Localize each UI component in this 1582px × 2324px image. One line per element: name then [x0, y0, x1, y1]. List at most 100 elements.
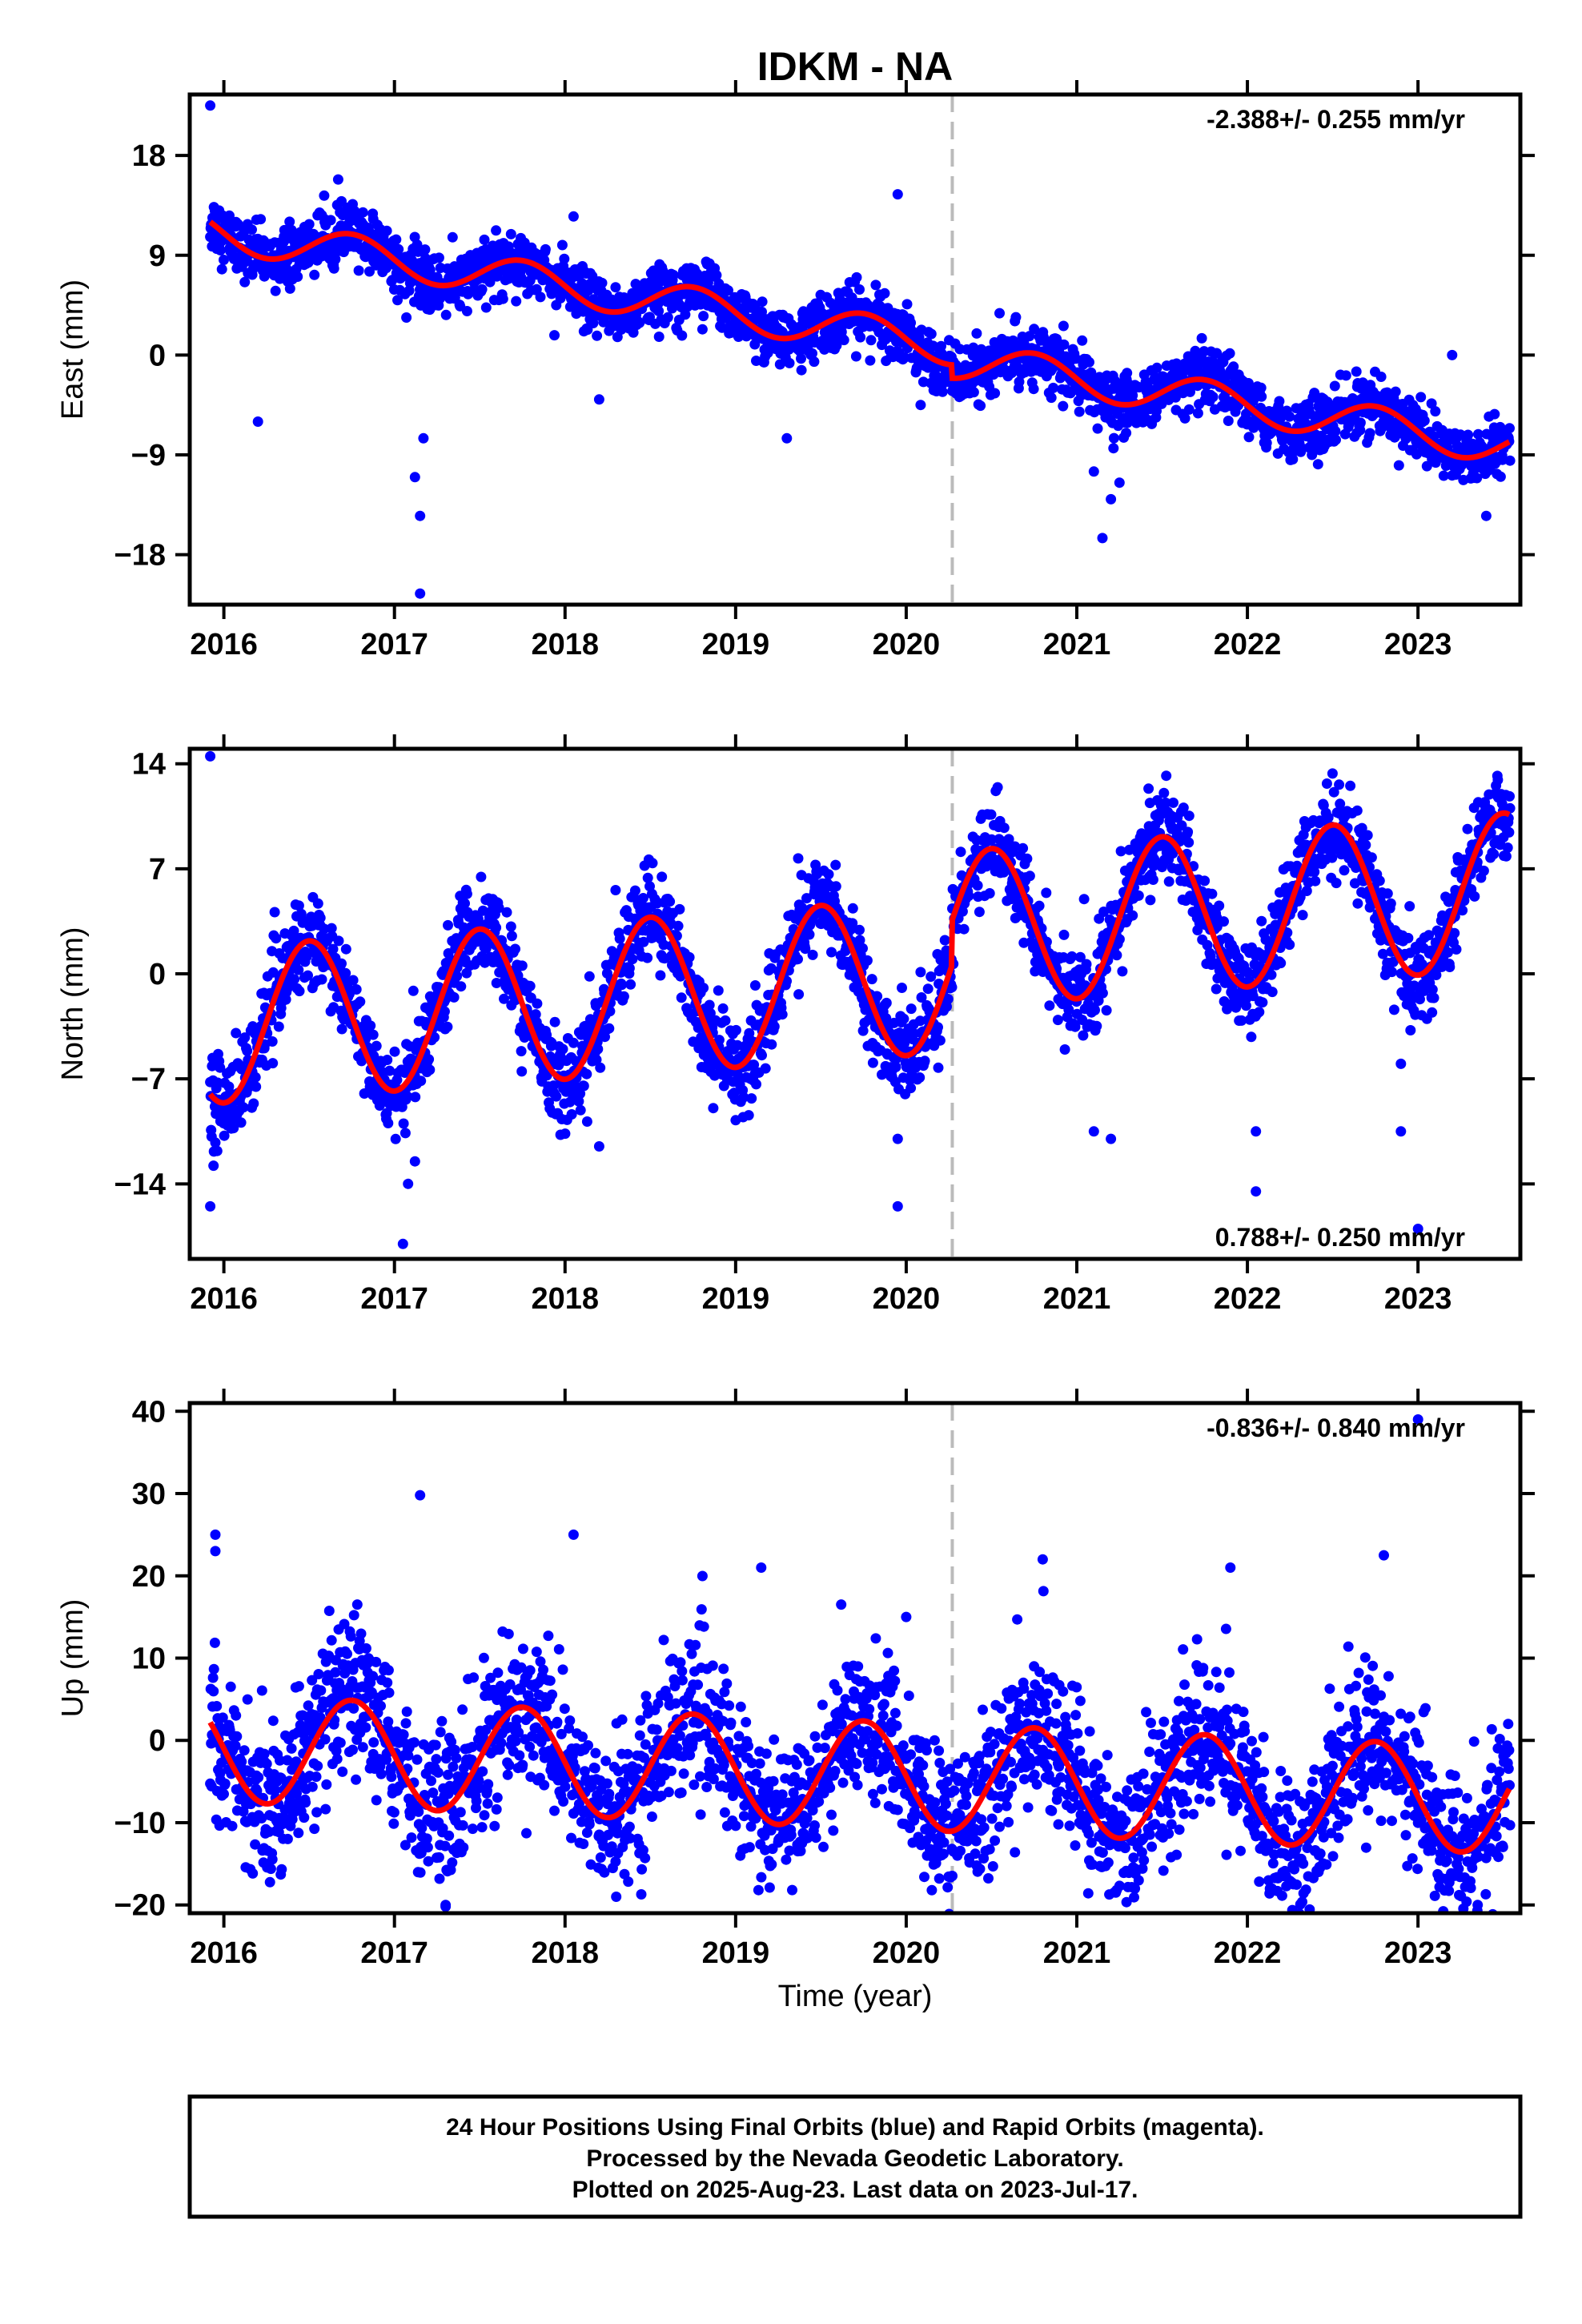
data-point — [668, 270, 679, 280]
data-point — [592, 1043, 604, 1055]
data-point — [575, 1088, 586, 1100]
data-point — [915, 400, 926, 411]
data-point — [549, 1016, 560, 1027]
data-point — [717, 1003, 729, 1014]
data-point — [854, 935, 865, 946]
data-point — [402, 1091, 413, 1102]
data-point — [573, 1096, 584, 1107]
data-point — [336, 958, 347, 969]
data-point — [1063, 1004, 1074, 1015]
data-point — [665, 896, 676, 907]
data-point — [857, 943, 868, 954]
data-point — [642, 872, 653, 883]
data-point — [673, 920, 684, 931]
data-point — [1310, 875, 1321, 887]
data-point — [972, 880, 983, 891]
data-point — [1029, 324, 1040, 335]
data-point — [1058, 929, 1070, 940]
data-point — [698, 311, 709, 322]
data-point — [698, 983, 709, 994]
data-point — [1256, 915, 1267, 927]
data-point — [1219, 916, 1229, 927]
data-point — [604, 1023, 615, 1034]
data-point — [738, 1092, 749, 1103]
outlier-point — [901, 322, 912, 333]
data-point — [516, 960, 528, 971]
data-point — [1224, 348, 1235, 359]
data-point — [919, 1055, 930, 1067]
data-point — [1375, 372, 1387, 382]
data-point — [1427, 1007, 1438, 1018]
data-point — [1059, 1044, 1070, 1055]
data-point — [1084, 356, 1094, 368]
data-point — [557, 1043, 568, 1055]
fit-line — [208, 219, 1511, 461]
data-point — [315, 912, 326, 923]
data-point — [831, 340, 842, 351]
data-point — [749, 1059, 760, 1071]
data-point — [1295, 891, 1306, 903]
data-point — [327, 943, 339, 955]
data-point — [697, 324, 708, 335]
data-point — [438, 966, 449, 977]
data-point — [781, 975, 792, 987]
data-point — [531, 283, 542, 295]
data-point — [499, 993, 509, 1004]
data-point — [905, 1003, 917, 1015]
data-point — [898, 1013, 909, 1024]
data-point — [340, 967, 351, 979]
data-point — [505, 228, 516, 239]
data-point — [992, 782, 1003, 793]
data-point — [456, 981, 467, 992]
data-point — [532, 998, 543, 1009]
data-point — [381, 225, 392, 236]
data-point — [881, 997, 892, 1008]
data-point — [793, 954, 803, 965]
data-point — [1046, 392, 1057, 404]
data-point — [1048, 382, 1059, 393]
data-point — [1078, 894, 1090, 905]
data-point — [865, 335, 877, 346]
data-point — [974, 907, 985, 918]
data-point — [1133, 890, 1144, 901]
data-point — [766, 1039, 777, 1050]
x-tick-label: 2021 — [1043, 628, 1111, 661]
data-point — [560, 1128, 571, 1140]
data-point — [865, 355, 876, 366]
y-axis-label: East (mm) — [56, 279, 90, 420]
data-point — [1074, 406, 1085, 417]
data-point — [830, 881, 841, 892]
data-point — [1301, 886, 1312, 896]
data-point — [284, 216, 295, 227]
outlier-point — [593, 394, 604, 405]
data-point — [302, 948, 313, 959]
data-point — [238, 1102, 249, 1113]
data-point — [994, 308, 1005, 319]
data-point — [566, 1109, 577, 1120]
data-point — [717, 322, 728, 333]
data-point — [879, 287, 890, 299]
data-point — [1388, 1004, 1399, 1015]
data-point — [333, 935, 344, 947]
scatter-points — [205, 750, 1516, 1249]
outlier-point — [1088, 466, 1099, 477]
data-point — [267, 1058, 279, 1069]
data-point — [1196, 332, 1207, 344]
outlier-point — [415, 510, 426, 521]
data-point — [1297, 910, 1308, 921]
data-point — [855, 332, 866, 343]
data-point — [704, 999, 715, 1011]
data-point — [1438, 470, 1449, 481]
data-point — [1334, 779, 1345, 790]
data-point — [1223, 416, 1234, 426]
data-point — [559, 253, 570, 264]
data-point — [916, 992, 927, 1003]
x-tick-label: 2022 — [1214, 628, 1282, 661]
data-point — [610, 885, 621, 895]
data-point — [1183, 837, 1195, 848]
data-point — [293, 900, 304, 911]
data-point — [319, 923, 330, 935]
x-tick-label: 2020 — [873, 628, 941, 661]
data-point — [708, 1103, 719, 1114]
